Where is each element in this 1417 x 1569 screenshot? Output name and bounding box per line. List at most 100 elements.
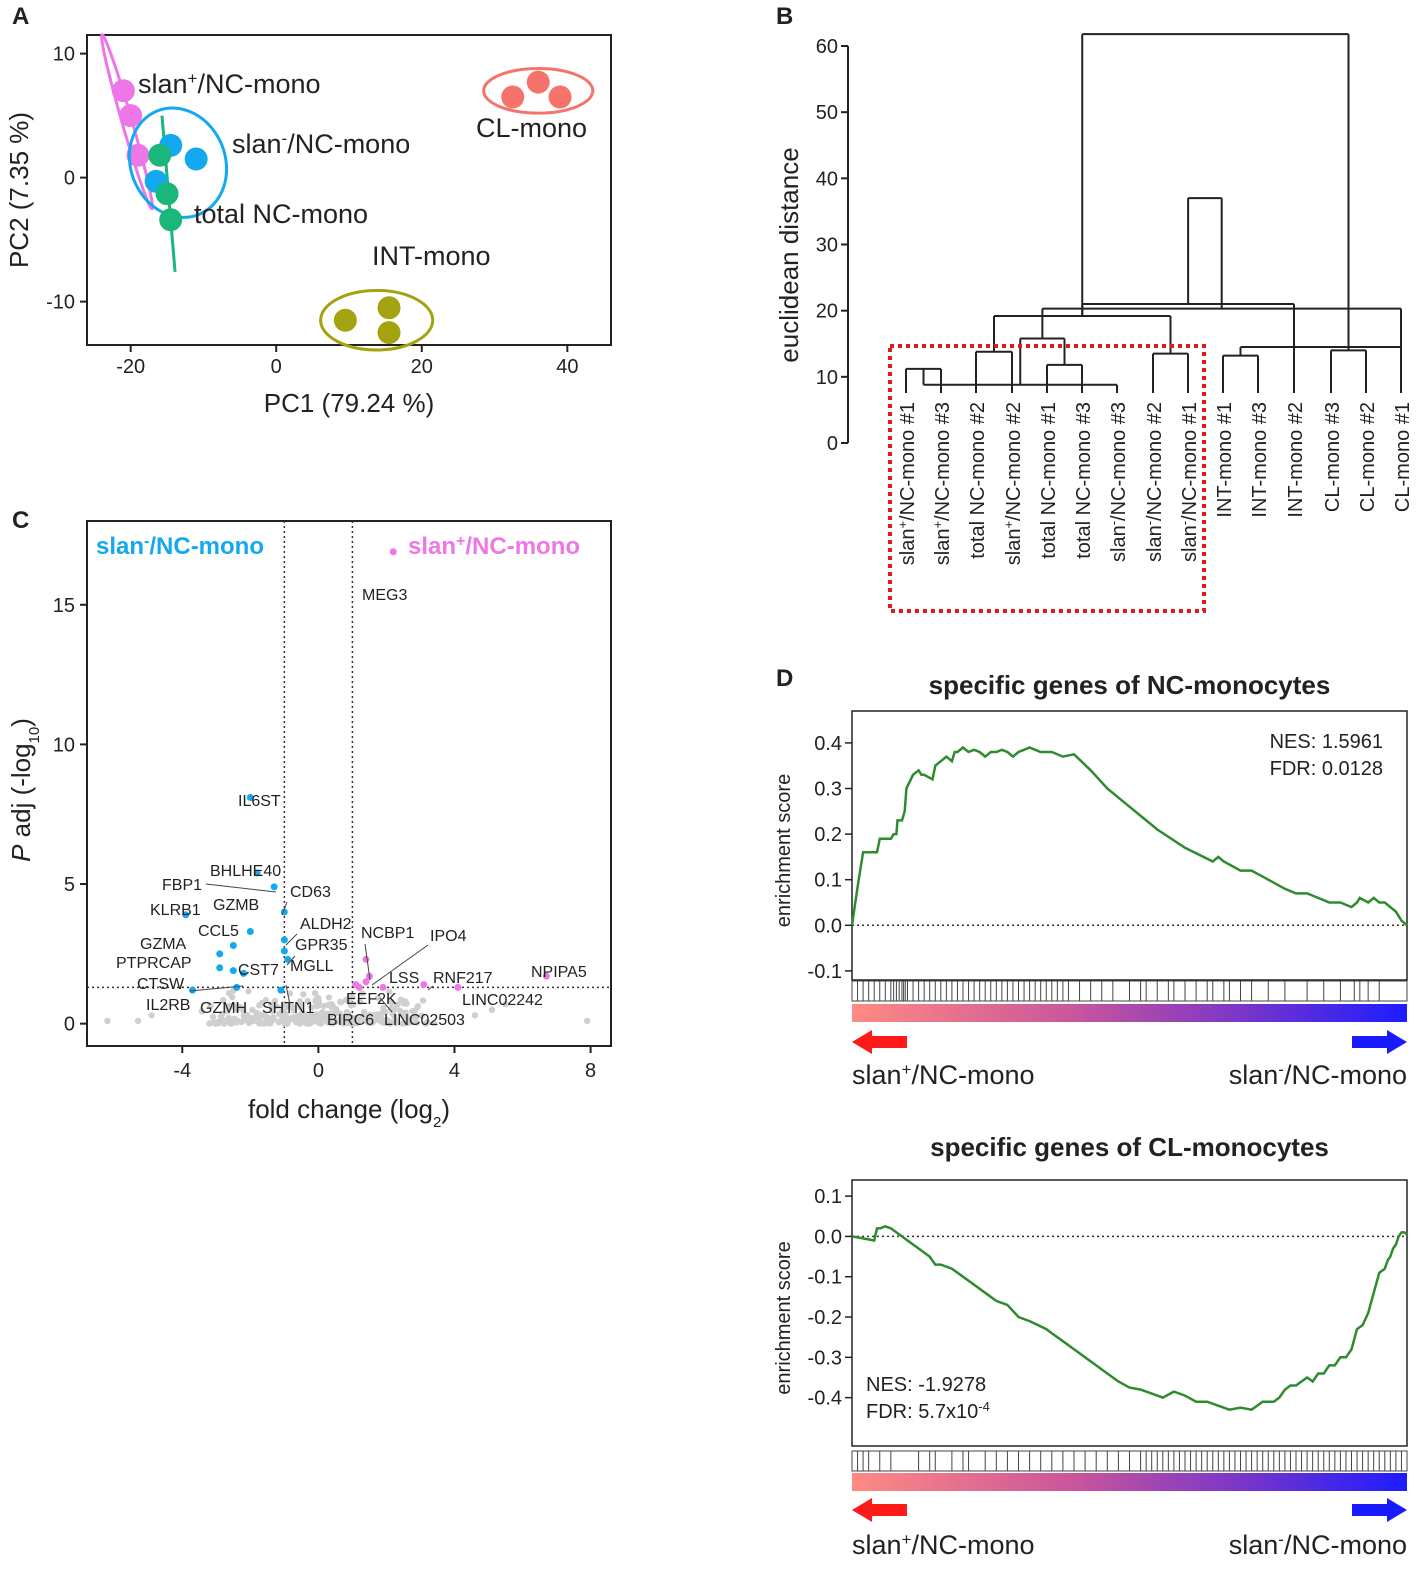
dendrogram-leaf-label: total NC-mono #3 [1073, 402, 1095, 559]
volcano-background-point [325, 994, 333, 1001]
dendrogram-leaf-label: CL-mono #3 [1322, 402, 1344, 512]
dendrogram-leaf-label-rest: /NC-mono #1 [1179, 402, 1201, 521]
volcano-gene-label: GZMA [140, 936, 187, 953]
volcano-y-label-italic: P [6, 844, 36, 862]
pca-group-label-rest: /NC-mono [287, 129, 410, 159]
dendrogram-leaf-label: INT-mono #2 [1285, 402, 1307, 518]
dendrogram-leaf-label-group: slan+/NC-mono #3 [930, 402, 955, 565]
volcano-background-point [258, 1011, 265, 1019]
dendrogram-leaf-label-group: total NC-mono #3 [1073, 402, 1095, 559]
volcano-background-point [347, 1002, 355, 1009]
volcano-background-point [226, 1002, 234, 1010]
volcano-down-gene-point [284, 955, 292, 963]
volcano-header-left-sup: - [144, 533, 149, 550]
volcano-background-point [343, 996, 350, 1004]
volcano-down-gene-point [229, 941, 237, 949]
volcano-background-point [413, 1019, 420, 1026]
volcano-gene-label: IL2RB [146, 997, 190, 1014]
volcano-background-point [352, 1014, 359, 1022]
volcano-x-label-sub: 2 [433, 1114, 441, 1131]
volcano-background-point [348, 994, 356, 1001]
volcano-x-tick-label: 4 [449, 1060, 460, 1082]
volcano-background-point [402, 1009, 409, 1016]
volcano-gene-label: EEF2K [346, 991, 397, 1008]
volcano-background-point [250, 1017, 257, 1025]
volcano-down-gene-point [280, 947, 288, 955]
dendrogram-leaf-label: slan-/NC-mono #2 [1142, 402, 1167, 562]
dendrogram-leaf-label-group: CL-mono #2 [1357, 402, 1379, 512]
volcano-x-label: fold change (log2) [248, 1094, 450, 1131]
gsea-y-tick-label: 0.0 [814, 915, 842, 937]
pca-point [501, 85, 525, 109]
pca-point [155, 182, 179, 206]
volcano-background-point [268, 1001, 275, 1008]
gsea-y-tick-label: -0.1 [808, 961, 842, 983]
gsea-right-group-label: slan-/NC-mono [1229, 1530, 1407, 1561]
dendrogram-leaf-label-base: CL-mono #1 [1392, 402, 1414, 512]
volcano-label-leader [281, 901, 288, 916]
gsea-frame [851, 710, 1408, 981]
gsea-left-group-label-sup: + [902, 1530, 912, 1549]
volcano-gene-label: SHTN1 [262, 1000, 315, 1017]
pca-point [377, 321, 401, 345]
panel-letter-c: C [12, 507, 29, 534]
volcano-background-point [285, 1015, 292, 1022]
pca-point [526, 70, 550, 94]
volcano-background-point [308, 1004, 315, 1011]
pca-group-ellipse [319, 288, 435, 352]
volcano-down-gene-point [253, 869, 261, 877]
pca-point [184, 147, 208, 171]
volcano-gene-label: ALDH2 [300, 916, 352, 933]
volcano-background-point [289, 1004, 296, 1011]
dendrogram-y-tick-label: 50 [816, 102, 838, 124]
dendrogram-cluster-box [888, 344, 1206, 613]
gsea-rank-gradient-bar [852, 1473, 1407, 1491]
gsea-enrichment-line [850, 745, 1408, 927]
dendrogram-leaf-label: slan-/NC-mono #3 [1106, 402, 1131, 562]
volcano-x-tick-label: -4 [173, 1060, 191, 1082]
dendrogram-leaf-label: slan+/NC-mono #3 [930, 402, 955, 565]
gsea-fdr-label: FDR: 0.0128 [1270, 758, 1383, 780]
volcano-y-label-end: ) [6, 718, 36, 727]
dendrogram-leaf-label-group: slan-/NC-mono #1 [1177, 402, 1202, 562]
volcano-background-point [419, 997, 427, 1004]
pca-point [548, 85, 572, 109]
volcano-background-point [375, 994, 382, 1001]
volcano-y-label-main: adj (-log [6, 743, 36, 844]
pca-point [377, 296, 401, 320]
volcano-background-point [583, 1017, 591, 1025]
pca-group-label-sup: + [188, 69, 198, 88]
dendrogram-leaf-label-rest: /NC-mono #3 [1108, 402, 1130, 521]
volcano-background-point [360, 1008, 368, 1016]
gsea-right-group-label: slan-/NC-mono [1229, 1060, 1407, 1091]
volcano-gene-label: IL6ST [238, 793, 281, 810]
gsea-right-group-label-base: slan [1229, 1530, 1279, 1560]
gsea-y-tick-label: 0.1 [814, 870, 842, 892]
volcano-down-gene-point [240, 969, 248, 977]
gsea-nes-label: NES: -1.9278 [866, 1374, 986, 1396]
dendrogram-leaf-label: total NC-mono #1 [1038, 402, 1060, 559]
volcano-y-label: P adj (-log10) [6, 718, 43, 862]
volcano-background-point [239, 1007, 247, 1014]
pca-y-tick-label: 0 [64, 168, 75, 190]
pca-x-label: PC1 (79.24 %) [264, 388, 435, 418]
pca-group-label-base: slan [138, 69, 188, 99]
volcano-up-gene-point [362, 978, 370, 986]
gsea-right-group-label-base: slan [1229, 1060, 1279, 1090]
panel-letter-a: A [12, 3, 29, 30]
volcano-background-point [263, 1013, 270, 1020]
dendrogram-leaf-label-group: INT-mono #3 [1249, 402, 1271, 518]
dendrogram-leaf-label-rest: /NC-mono #1 [897, 402, 919, 521]
volcano-up-gene-point [542, 972, 550, 980]
volcano-gene-label: CTSW [137, 976, 185, 993]
gsea-left-arrow [852, 1498, 907, 1522]
gsea-nes-label: NES: 1.5961 [1270, 731, 1383, 753]
panel-letter-b: B [776, 3, 793, 30]
dendrogram-leaf-label-base: total NC-mono #1 [1038, 402, 1060, 559]
volcano-gene-label: LSS [389, 970, 419, 987]
gsea-left-group-label-base: slan [852, 1530, 902, 1560]
